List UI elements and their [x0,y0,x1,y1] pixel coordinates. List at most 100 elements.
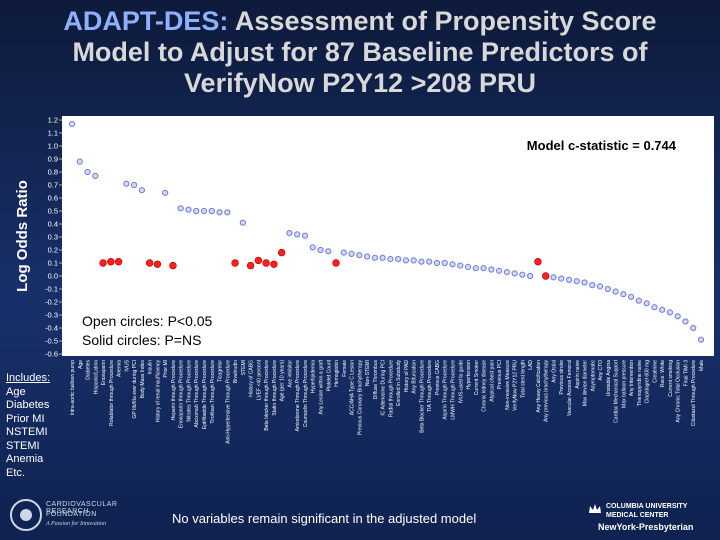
data-point-open [433,259,441,267]
x-category-label: Max device diameter [583,360,589,406]
x-category-label: Diffuse Thrombus [373,360,379,400]
x-category-label: Any Chronic Total Occlusion [676,360,682,423]
data-point-open [317,246,324,254]
data-point-open [581,279,588,286]
footer-note: No variables remain significant in the a… [172,511,477,526]
data-point-open [511,270,518,277]
x-category-label: Previous Coronary Brachytherapy [357,360,363,436]
data-point-open [480,265,487,272]
includes-item: STEMI [6,439,40,452]
columbia-logo: COLUMBIA UNIVERSITY MEDICAL CENTER NewYo… [588,500,716,536]
x-category-label: Any Heavy Calcification [536,360,542,413]
includes-item: Etc. [6,466,25,479]
data-point-open [301,232,309,239]
data-point-open [185,206,192,213]
data-point-open [286,230,293,237]
title-prefix: ADAPT-DES: [63,6,235,36]
data-point-open [216,209,223,216]
data-point-open [387,256,394,263]
columbia-line1: COLUMBIA UNIVERSITY [606,503,688,510]
x-category-label: Previous PCI [497,360,503,389]
data-point-solid [541,272,550,280]
data-point-open [682,318,689,325]
y-tick-label: 1.2 [48,116,58,125]
y-tick-label: -0.2 [45,298,58,307]
crown-icon [589,504,601,513]
data-point-open [573,278,580,285]
x-category-label: Ace inhibitor [287,360,293,388]
crf-logo-tagline: A Passion for Innovation [46,521,107,527]
x-category-label: Any Lesion within a graft [318,359,324,414]
x-category-label: IVUS [124,359,130,371]
x-category-label: Unstable Angina [606,360,612,397]
x-category-label: Race: White [660,360,666,387]
x-category-label: Thienopyridine naive [637,360,643,406]
x-category-label: Insulin [148,360,154,375]
x-category-label: Chronic kidney disease [482,360,488,412]
x-category-label: Abciximab Through Procedure [194,360,200,428]
x-category-label: Enoxaparin [101,360,107,386]
y-tick-label: 1.0 [48,142,58,151]
x-category-label: VerifyNow P2Y12 PRU [513,360,519,411]
includes-item: Anemia [6,453,44,465]
x-category-label: Vascular Access Femoral [567,360,573,416]
y-tick-label: 0.2 [48,246,58,255]
crf-logo-line1: CARDIOVASCULAR RESEARCH [46,501,118,515]
data-point-solid [153,260,162,268]
data-point-open [193,207,200,215]
x-category-label: Any CTO [598,360,604,381]
crf-logo: CARDIOVASCULAR RESEARCH FOUNDATION A Pas… [10,495,130,535]
data-point-open [495,267,503,274]
x-category-label: Beta blocker through Procedure [264,360,270,431]
columbia-line2: MEDICAL CENTER [606,512,669,519]
y-tick-label: 0.5 [48,207,58,216]
data-point-open [697,336,705,343]
data-point-solid [262,259,270,267]
data-point-open [68,120,76,128]
x-category-label: Diabetes [86,360,92,380]
data-point-open [426,258,433,265]
data-point-open [558,275,565,282]
x-category-label: Enoxaparin through Procedure [179,360,185,428]
x-category-label: Cilostazol Through Procedure [691,360,697,426]
x-category-label: Previous CABG [435,360,441,395]
nyp-line: NewYork-Presbyterian [598,522,694,532]
x-category-label: ACC/AHA Type C Lesion [350,360,356,415]
data-point-open [371,254,378,261]
data-point-open [92,172,99,179]
crf-logo-icon [10,499,42,531]
data-point-open [239,219,246,226]
x-category-label: Max balloon pressure [621,360,627,408]
legend-open: Open circles: P<0.05 [82,313,213,329]
y-tick-label: 0.1 [48,259,58,268]
data-point-open [325,248,332,255]
x-category-label: Prior MI [163,360,169,378]
x-category-label: History of renal insufficiency [155,360,161,423]
page-title: ADAPT-DES: Assessment of Propensity Scor… [0,6,720,99]
includes-item: Diabetes [6,399,50,411]
y-tick-label: 0.7 [48,181,58,190]
plot-area [62,116,714,356]
includes-item: Prior MI [6,412,45,425]
includes-list: Includes: Age Diabetes Prior MI NSTEMI S… [6,372,62,480]
data-point-open [488,266,495,273]
data-point-solid [254,256,263,265]
data-point-open [449,261,456,268]
y-tick-label: 0.0 [48,272,58,281]
data-point-solid [246,261,255,270]
x-category-label: Body Mass Index [140,360,146,399]
x-category-label: STEMI [241,360,247,375]
x-category-label: Creatinine [652,360,658,383]
x-category-label: Intra-aortic balloon pump [70,360,76,416]
c-statistic-annotation: Model c-statistic = 0.744 [527,138,677,153]
x-category-label: Bivalirudin [233,360,239,383]
data-point-open [138,187,145,194]
title-main: Assessment of Propensity Score [234,6,657,36]
data-point-open [356,252,363,259]
x-category-label: Any Intervention [629,360,635,396]
x-category-label: IVUS-used to guide [458,360,464,404]
data-point-solid [99,259,107,267]
data-point-solid [277,248,286,257]
x-category-label: Age [78,360,84,369]
data-point-open [348,250,355,257]
